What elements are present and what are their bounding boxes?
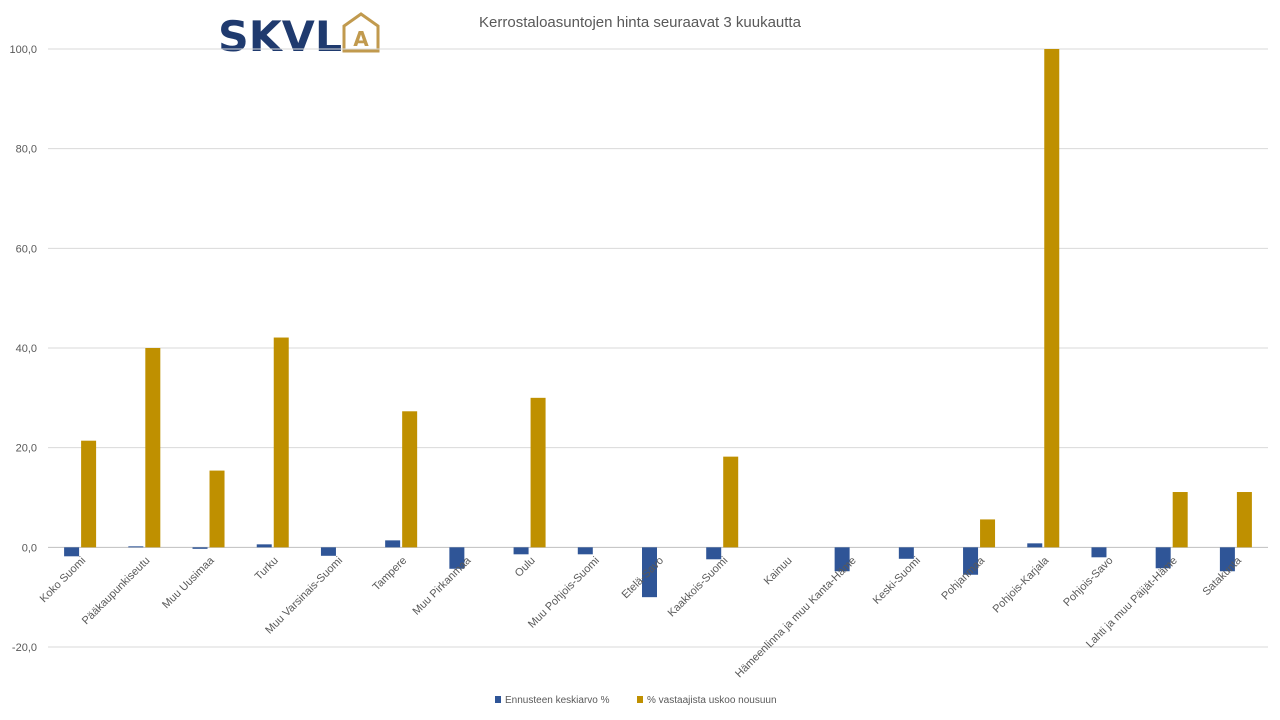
bar-ennuste [834,547,850,572]
bar-ennuste [963,547,979,575]
logo-emblem-house [342,12,380,53]
bar-ennuste [256,544,272,548]
category-label: Kaakkois-Suomi [666,555,731,620]
legend-label: % vastaajista uskoo nousuun [647,695,777,706]
bar-ennuste [1219,547,1235,572]
bars [64,49,1252,598]
bar-ennuste [1155,547,1171,569]
y-tick-label: 100,0 [9,44,37,56]
legend-item: Ennusteen keskiarvo % [495,695,610,706]
legend-swatch [495,696,501,703]
bar-nousu [81,440,97,548]
y-tick-label: 80,0 [16,144,37,156]
category-label: Kainuu [762,555,795,588]
bar-nousu [980,519,996,548]
legend-item: % vastaajista uskoo nousuun [637,695,777,706]
chart-title: Kerrostaloasuntojen hinta seuraavat 3 ku… [479,14,802,31]
bar-nousu [723,456,739,548]
bar-ennuste [128,546,144,548]
category-label: Oulu [513,555,538,580]
logo: SKVL A [218,12,380,61]
bar-nousu [273,337,289,548]
legend-label: Ennusteen keskiarvo % [505,695,610,706]
bar-ennuste [1027,543,1043,548]
bar-nousu [1172,492,1188,548]
category-label: Pohjois-Karjala [991,554,1052,615]
bar-nousu [1044,49,1060,548]
category-label: Keski-Suomi [871,555,923,607]
bar-ennuste [898,547,914,559]
bar-ennuste [385,540,401,548]
bar-ennuste [320,547,336,556]
y-tick-label: 40,0 [16,343,37,355]
y-tick-label: 60,0 [16,243,37,255]
bar-ennuste [1091,547,1107,558]
y-tick-label: 20,0 [16,443,37,455]
bar-ennuste [192,547,208,549]
bar-ennuste [513,547,529,555]
bar-nousu [402,411,418,548]
bar-nousu [530,397,546,548]
bar-nousu [145,348,161,548]
category-label: Turku [253,555,281,583]
legend: Ennusteen keskiarvo % % vastaajista uskoo… [495,695,777,706]
category-label: Pohjois-Savo [1061,555,1115,609]
logo-emblem-letter: A [353,27,369,51]
category-label: Tampere [371,555,410,594]
bar-ennuste [577,547,593,555]
category-label: Pääkaupunkiseutu [80,555,152,627]
gridlines [48,48,1268,648]
bar-ennuste [449,547,465,569]
bar-ennuste [706,547,722,560]
y-tick-label: -20,0 [12,642,37,654]
bar-ennuste [642,547,657,598]
logo-text: SKVL [218,12,342,61]
bar-nousu [1236,492,1252,548]
bar-ennuste [64,547,80,557]
category-label: Koko Suomi [38,555,88,605]
bar-nousu [209,470,225,548]
y-tick-label: 0,0 [22,542,37,554]
category-label: Muu Pirkanmaa [411,554,475,618]
category-label: Hämeenlinna ja muu Kanta-Häme [733,555,859,681]
category-label: Muu Pohjois-Suomi [526,555,602,631]
y-axis-ticks: -20,0 0,0 20,0 40,0 60,0 80,0 100,0 [9,44,37,654]
legend-swatch [637,696,643,703]
category-label: Muu Uusimaa [160,554,217,611]
logo-emblem: A [342,12,380,53]
